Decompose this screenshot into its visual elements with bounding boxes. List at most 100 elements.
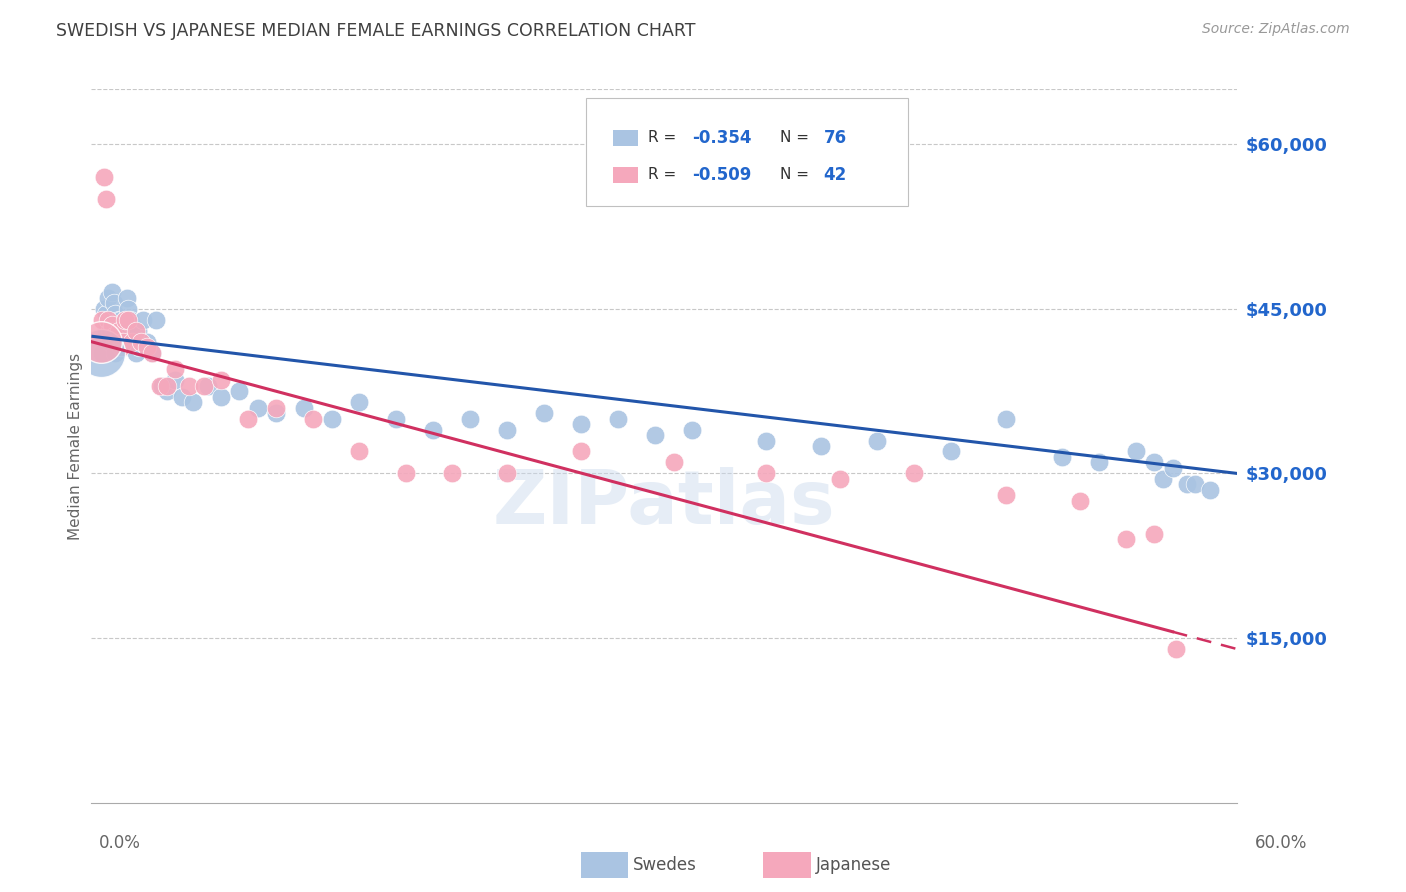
Point <box>117 318 139 333</box>
Point <box>1152 472 1174 486</box>
Point <box>110 329 132 343</box>
Point <box>209 390 232 404</box>
Point <box>1198 483 1220 497</box>
Point <box>104 345 127 359</box>
Point <box>97 312 120 326</box>
Point <box>121 318 143 333</box>
Point <box>117 312 139 326</box>
Point <box>1166 642 1188 657</box>
Text: ZIPatlas: ZIPatlas <box>494 467 835 540</box>
Point <box>1069 494 1091 508</box>
Point <box>193 378 215 392</box>
Text: N =: N = <box>780 130 814 145</box>
Point <box>128 340 150 354</box>
Point <box>98 324 121 338</box>
Point <box>145 312 167 326</box>
Point <box>607 411 630 425</box>
Text: -0.509: -0.509 <box>692 166 751 184</box>
Point <box>103 329 125 343</box>
Point <box>108 324 131 338</box>
Text: R =: R = <box>648 168 682 182</box>
Point <box>810 439 832 453</box>
Point <box>141 345 163 359</box>
Point <box>114 334 136 349</box>
Point <box>96 307 118 321</box>
Point <box>1184 477 1206 491</box>
Point <box>179 378 201 392</box>
Point <box>91 345 114 359</box>
Point <box>105 334 128 349</box>
Point <box>105 329 128 343</box>
Point <box>125 345 148 359</box>
Point <box>104 334 127 349</box>
Point <box>197 378 219 392</box>
Point <box>98 334 121 349</box>
Point <box>121 334 143 349</box>
Point <box>103 296 125 310</box>
Point <box>755 434 778 448</box>
Point <box>163 373 186 387</box>
Point <box>246 401 269 415</box>
Point <box>135 340 157 354</box>
Point <box>569 417 592 431</box>
Point <box>170 390 193 404</box>
Point <box>995 411 1018 425</box>
Point <box>127 324 149 338</box>
Point <box>995 488 1018 502</box>
Point <box>1087 455 1109 469</box>
Point <box>103 324 125 338</box>
Point <box>681 423 703 437</box>
Point <box>111 334 134 349</box>
Point <box>264 401 287 415</box>
Point <box>100 318 122 333</box>
Point <box>96 192 118 206</box>
Point <box>302 411 325 425</box>
Point <box>458 411 481 425</box>
Point <box>1161 461 1184 475</box>
Point <box>91 312 114 326</box>
Point <box>866 434 889 448</box>
Point <box>100 318 122 333</box>
Point <box>90 334 112 349</box>
Text: Source: ZipAtlas.com: Source: ZipAtlas.com <box>1202 22 1350 37</box>
Text: Swedes: Swedes <box>633 856 696 874</box>
Point <box>1115 533 1137 547</box>
Point <box>903 467 925 481</box>
Point <box>129 334 152 349</box>
Text: 42: 42 <box>824 166 846 184</box>
Y-axis label: Median Female Earnings: Median Female Earnings <box>67 352 83 540</box>
Point <box>533 406 555 420</box>
Text: N =: N = <box>780 168 814 182</box>
Point <box>422 423 444 437</box>
Point <box>349 395 371 409</box>
Point <box>1143 455 1166 469</box>
Text: SWEDISH VS JAPANESE MEDIAN FEMALE EARNINGS CORRELATION CHART: SWEDISH VS JAPANESE MEDIAN FEMALE EARNIN… <box>56 22 696 40</box>
Point <box>141 345 163 359</box>
Point <box>349 444 371 458</box>
Text: -0.354: -0.354 <box>692 128 751 146</box>
Point <box>110 340 132 354</box>
Point <box>1050 450 1073 464</box>
Point <box>440 467 463 481</box>
Point <box>496 423 519 437</box>
Point <box>939 444 962 458</box>
Point <box>1125 444 1147 458</box>
Point <box>93 301 115 316</box>
Point <box>104 307 127 321</box>
Point <box>98 312 121 326</box>
Point <box>103 312 125 326</box>
Point <box>110 312 132 326</box>
Point <box>111 340 134 354</box>
Point <box>163 362 186 376</box>
Point <box>104 324 127 338</box>
Point <box>156 384 179 398</box>
Point <box>111 324 134 338</box>
Point <box>644 428 666 442</box>
Point <box>264 406 287 420</box>
Point <box>394 467 416 481</box>
Point <box>105 318 128 333</box>
FancyBboxPatch shape <box>586 98 908 205</box>
Point <box>755 467 778 481</box>
Point <box>828 472 851 486</box>
Point <box>100 285 122 300</box>
